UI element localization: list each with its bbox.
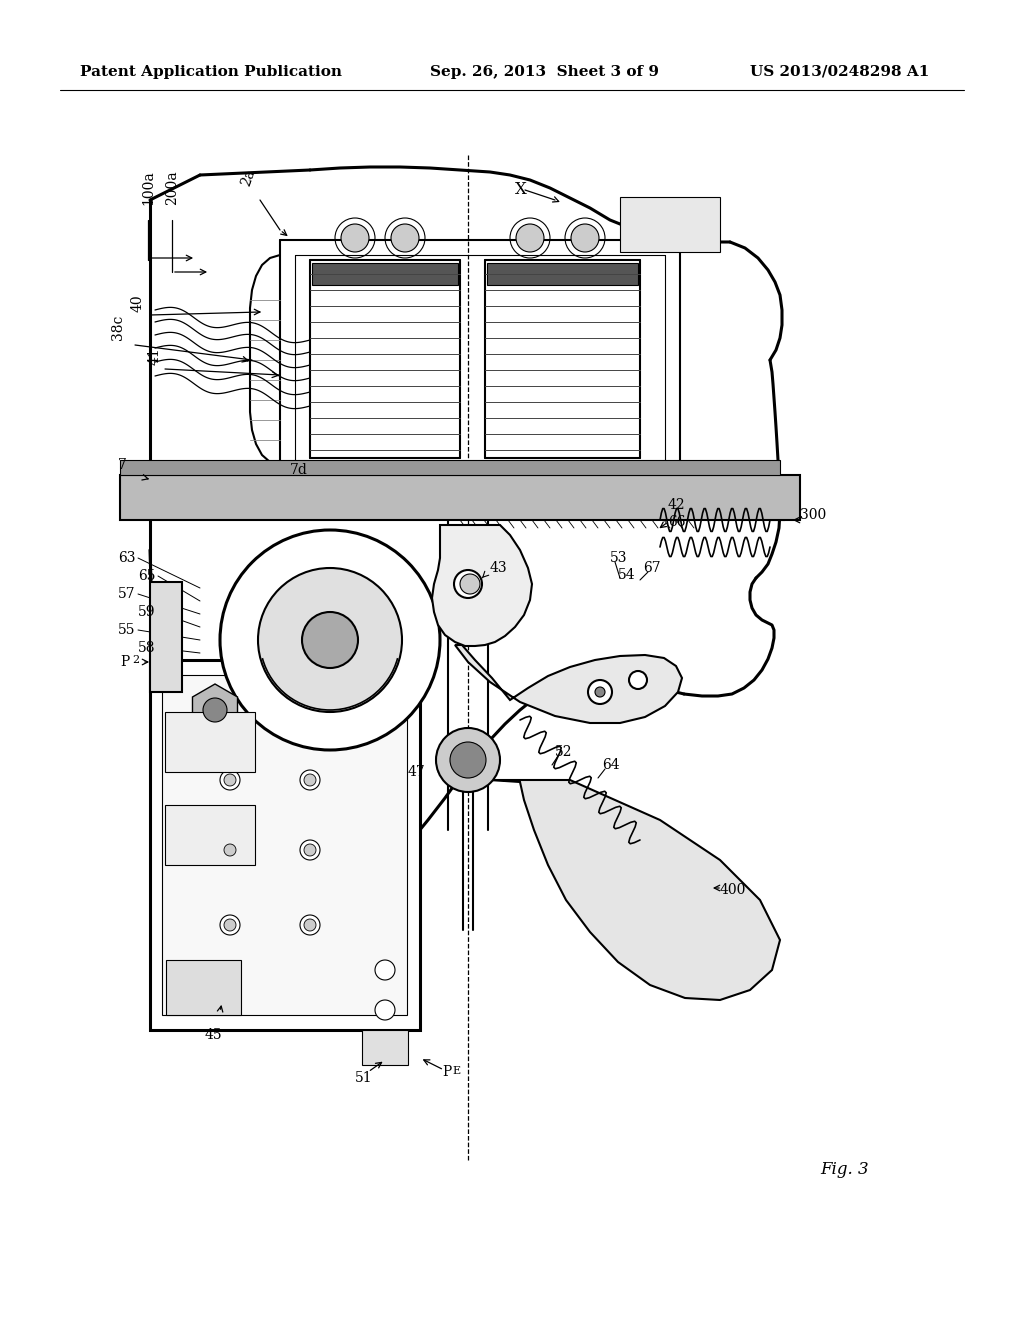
Text: E: E [452, 1067, 460, 1076]
Circle shape [460, 574, 480, 594]
Circle shape [220, 770, 240, 789]
Text: 67: 67 [643, 561, 660, 576]
Text: 38c: 38c [111, 314, 125, 341]
Text: 200a: 200a [165, 170, 179, 205]
Circle shape [300, 840, 319, 861]
Circle shape [595, 686, 605, 697]
Text: 52: 52 [555, 744, 572, 759]
Text: 63: 63 [118, 550, 135, 565]
Polygon shape [432, 525, 532, 645]
Text: 43: 43 [490, 561, 508, 576]
Polygon shape [455, 645, 682, 723]
Bar [166, 960, 241, 1015]
Circle shape [304, 919, 316, 931]
Text: Fig. 3: Fig. 3 [820, 1162, 868, 1179]
Text: 47: 47 [408, 766, 425, 779]
Bar [120, 459, 780, 475]
Circle shape [454, 570, 482, 598]
Polygon shape [193, 684, 238, 737]
Text: 51: 51 [355, 1071, 373, 1085]
Circle shape [588, 680, 612, 704]
Text: 2a: 2a [239, 168, 257, 187]
Text: X: X [515, 181, 527, 198]
Text: Patent Application Publication: Patent Application Publication [80, 65, 342, 79]
Circle shape [220, 531, 440, 750]
Circle shape [300, 915, 319, 935]
Bar [620, 197, 720, 252]
Bar [165, 711, 255, 772]
Text: 58: 58 [138, 642, 156, 655]
Text: 7: 7 [118, 458, 127, 473]
Circle shape [302, 612, 358, 668]
Bar [312, 263, 458, 285]
Circle shape [450, 742, 486, 777]
Text: Sep. 26, 2013  Sheet 3 of 9: Sep. 26, 2013 Sheet 3 of 9 [430, 65, 659, 79]
Circle shape [304, 774, 316, 785]
Bar [150, 660, 420, 1030]
Circle shape [391, 224, 419, 252]
Circle shape [203, 698, 227, 722]
Bar [120, 475, 800, 520]
Text: 41: 41 [148, 347, 162, 366]
Circle shape [341, 224, 369, 252]
Text: 2: 2 [132, 655, 139, 665]
Text: 57: 57 [118, 587, 135, 601]
Circle shape [462, 578, 474, 590]
Circle shape [300, 770, 319, 789]
Bar [150, 582, 182, 692]
Circle shape [220, 915, 240, 935]
Bar [165, 805, 255, 865]
Circle shape [375, 1001, 395, 1020]
Circle shape [220, 840, 240, 861]
Text: US 2013/0248298 A1: US 2013/0248298 A1 [750, 65, 930, 79]
Text: 42: 42 [668, 498, 686, 512]
Bar [487, 263, 638, 285]
Circle shape [516, 224, 544, 252]
Circle shape [224, 774, 236, 785]
Bar [362, 1030, 408, 1065]
Bar [162, 675, 407, 1015]
Text: 66: 66 [668, 515, 685, 529]
Text: 55: 55 [118, 623, 135, 638]
Circle shape [375, 1035, 395, 1055]
Circle shape [571, 224, 599, 252]
Text: P: P [442, 1065, 452, 1078]
Text: 59: 59 [138, 605, 156, 619]
Circle shape [224, 919, 236, 931]
Polygon shape [490, 780, 780, 1001]
Text: 300: 300 [800, 508, 826, 521]
Text: 400: 400 [720, 883, 746, 898]
Text: 53: 53 [610, 550, 628, 565]
Circle shape [375, 960, 395, 979]
Text: P: P [120, 655, 129, 669]
Text: 65: 65 [138, 569, 156, 583]
Circle shape [304, 843, 316, 855]
Circle shape [436, 729, 500, 792]
Text: 40: 40 [131, 294, 145, 312]
Circle shape [224, 843, 236, 855]
Text: 45: 45 [205, 1028, 222, 1041]
Circle shape [258, 568, 402, 711]
Text: 7d: 7d [290, 463, 308, 477]
Text: 64: 64 [602, 758, 620, 772]
Text: 54: 54 [618, 568, 636, 582]
Circle shape [629, 671, 647, 689]
Text: 100a: 100a [141, 170, 155, 205]
